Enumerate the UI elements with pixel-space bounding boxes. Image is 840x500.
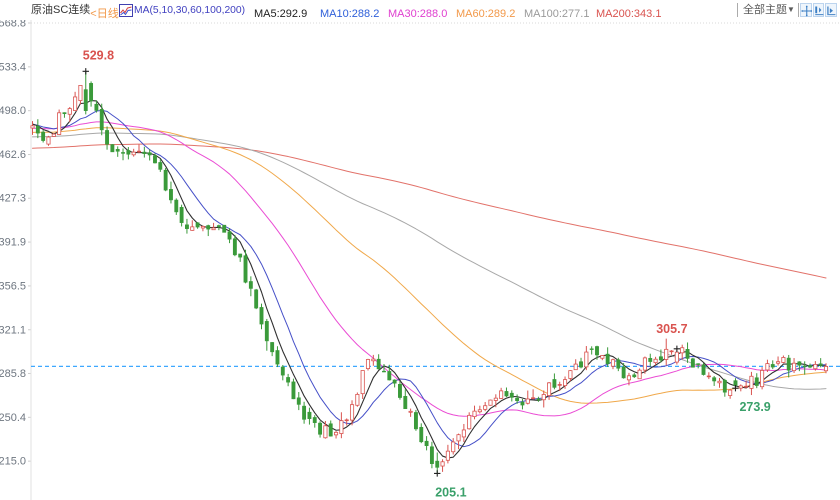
svg-text:462.6: 462.6 — [0, 149, 26, 161]
svg-text:498.0: 498.0 — [0, 105, 26, 117]
svg-text:205.1: 205.1 — [435, 485, 466, 499]
svg-text:215.0: 215.0 — [0, 456, 26, 468]
svg-text:285.8: 285.8 — [0, 368, 26, 380]
svg-text:273.9: 273.9 — [739, 400, 770, 414]
svg-text:568.8: 568.8 — [0, 20, 26, 30]
svg-text:533.4: 533.4 — [0, 61, 26, 73]
svg-text:427.3: 427.3 — [0, 193, 26, 205]
svg-text:356.5: 356.5 — [0, 280, 26, 292]
svg-text:305.7: 305.7 — [656, 322, 687, 336]
svg-text:529.8: 529.8 — [83, 48, 114, 62]
svg-text:321.1: 321.1 — [0, 324, 26, 336]
svg-text:250.4: 250.4 — [0, 412, 26, 424]
svg-text:391.9: 391.9 — [0, 237, 26, 249]
